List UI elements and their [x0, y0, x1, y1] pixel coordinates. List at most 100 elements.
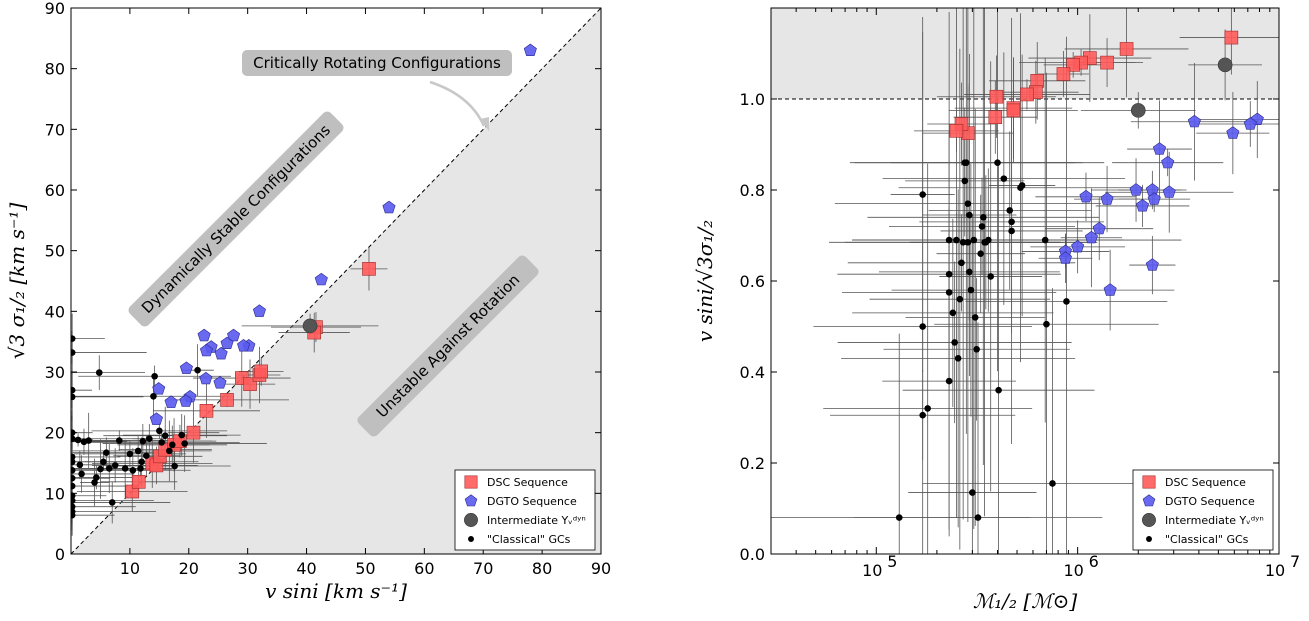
- left-dgto-point: [382, 200, 396, 214]
- right-dgto-point: [1092, 221, 1106, 235]
- right-classical-point: [1008, 227, 1015, 235]
- left-x-tick-label: 50: [355, 559, 375, 578]
- right-classical-point: [995, 386, 1002, 394]
- right-classical-point: [994, 159, 1001, 166]
- left-classical-point: [74, 436, 82, 444]
- right-y-tick-label: 0.4: [740, 363, 765, 382]
- left-y-tick-label: 10: [45, 484, 65, 503]
- left-x-ticks: 10 20 30 40 50 60 70 80 90: [120, 8, 611, 578]
- right-legend-label: Intermediate Υᵥᵈʸⁿ: [1165, 514, 1264, 527]
- left-dsc-point: [186, 425, 201, 440]
- left-classical-point: [168, 441, 176, 449]
- right-classical-point: [969, 489, 976, 496]
- right-classical-point: [945, 270, 953, 278]
- left-classical-point: [134, 447, 142, 455]
- right-classical-point: [974, 514, 982, 521]
- left-classical-point: [137, 465, 144, 472]
- left-x-tick-label: 20: [179, 559, 199, 578]
- left-classical-point: [143, 452, 150, 460]
- left-classical-point: [146, 435, 153, 443]
- left-classical-point: [150, 392, 157, 400]
- left-legend: DSC Sequence DGTO Sequence Intermediate Υᵥ…: [454, 469, 596, 551]
- right-classical-point: [953, 236, 960, 244]
- right-y-tick-label: 1.0: [740, 90, 765, 109]
- right-classical-point: [945, 377, 953, 385]
- left-legend-label: "Classical" GCs: [487, 533, 571, 546]
- left-y-tick-label: 0: [55, 545, 65, 564]
- left-y-tick-label: 60: [45, 181, 65, 200]
- right-intermediate-point: [1217, 57, 1233, 73]
- right-dsc-point: [949, 124, 964, 138]
- right-x-tick-label: 10: [1265, 561, 1285, 580]
- left-classical-point: [111, 462, 119, 469]
- left-dgto-point: [199, 371, 213, 385]
- right-classical-point: [966, 211, 973, 219]
- left-dsc-point: [362, 262, 376, 276]
- right-dgto-point: [1145, 258, 1159, 271]
- right-classical-point: [964, 200, 972, 207]
- left-intermediate-point: [302, 318, 318, 334]
- left-classical-point: [71, 386, 76, 394]
- left-classical-point: [171, 462, 178, 470]
- left-legend-label: DGTO Sequence: [487, 495, 577, 508]
- left-y-ticks: 0 10 20 30 40 50 60 70 80 90: [45, 0, 601, 564]
- left-classical-point: [156, 427, 163, 435]
- right-y-axis-label: v sini/√3σ₁/₂: [693, 220, 717, 342]
- right-dgto-point: [1100, 192, 1114, 205]
- right-classical-point: [924, 405, 931, 412]
- right-classical-point: [1008, 218, 1015, 226]
- left-classical-point: [71, 349, 76, 356]
- right-dgto-point: [1243, 117, 1257, 130]
- left-y-tick-label: 70: [45, 120, 65, 139]
- left-y-tick-label: 20: [45, 424, 65, 443]
- left-x-tick-label: 40: [296, 559, 316, 578]
- right-dgto-point: [1071, 240, 1085, 253]
- left-dsc-point: [131, 475, 146, 489]
- left-classical-point: [71, 335, 76, 342]
- right-x-ticks: 10 5 10 6 10 7: [770, 8, 1300, 580]
- right-dgto-point: [1058, 251, 1072, 264]
- left-classical-point: [126, 450, 134, 458]
- right-classical-point: [1049, 480, 1056, 487]
- right-dgto-point: [1135, 199, 1150, 212]
- right-classical-point: [951, 339, 958, 346]
- left-classical-point: [71, 511, 76, 519]
- left-dgto-point: [220, 336, 234, 350]
- right-classical-point: [959, 239, 967, 246]
- right-dsc-point: [988, 110, 1003, 124]
- left-y-tick-label: 90: [45, 0, 65, 18]
- left-classical-point: [158, 439, 165, 446]
- left-dgto-point: [149, 412, 163, 425]
- right-dsc-point: [1006, 103, 1021, 118]
- right-classical-point: [967, 286, 975, 294]
- left-y-tick-label: 50: [45, 242, 65, 261]
- left-classical-point: [93, 474, 100, 481]
- left-classical-point: [71, 435, 76, 443]
- right-classical-point: [1006, 207, 1014, 214]
- left-dgto-point: [152, 382, 166, 395]
- right-legend-marker: [1142, 475, 1156, 489]
- right-classical-point: [973, 345, 980, 353]
- left-classical-point: [181, 440, 188, 447]
- left-axes-frame: [70, 7, 602, 555]
- left-dsc-point: [254, 364, 269, 379]
- right-classical-point: [1063, 298, 1070, 305]
- left-dgto-point: [199, 343, 213, 357]
- right-dgto-point: [1226, 126, 1240, 139]
- right-legend: DSC Sequence DGTO Sequence Intermediate Υᵥ…: [1132, 469, 1274, 551]
- right-dgto-point: [1145, 183, 1159, 196]
- right-legend-marker: [1146, 536, 1152, 542]
- left-x-tick-label: 80: [532, 559, 552, 578]
- right-classical-point: [971, 314, 979, 321]
- annotation-critical-text: Critically Rotating Configurations: [253, 54, 501, 72]
- left-legend-marker: [464, 513, 478, 527]
- left-classical-point: [161, 432, 169, 440]
- left-classical-point: [80, 438, 88, 446]
- right-classical-point: [970, 236, 978, 244]
- left-classical-point: [138, 458, 145, 466]
- right-data-points: [895, 30, 1264, 521]
- left-dgto-point: [237, 339, 251, 352]
- right-dgto-point: [1129, 183, 1143, 196]
- left-dgto-point: [523, 43, 537, 57]
- left-classical-point: [108, 499, 116, 506]
